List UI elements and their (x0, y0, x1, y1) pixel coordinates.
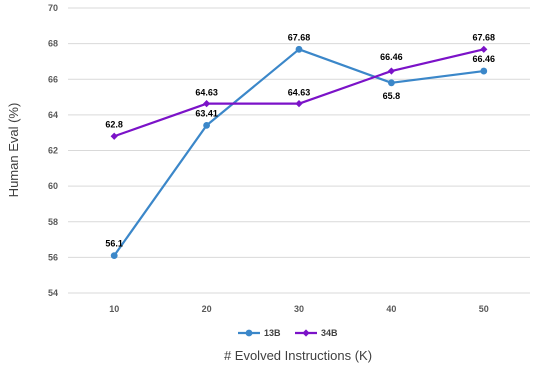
x-axis-title: # Evolved Instructions (K) (224, 348, 372, 363)
gridlines (68, 7, 530, 294)
x-tick-label: 40 (386, 304, 396, 314)
y-tick-label: 56 (48, 252, 58, 262)
legend-label: 34B (321, 328, 338, 338)
x-axis-ticks: 10 20 30 40 50 (109, 304, 489, 314)
y-tick-label: 60 (48, 181, 58, 191)
data-label: 63.41 (195, 108, 218, 118)
y-axis-ticks: 54 56 58 60 62 64 66 68 70 (48, 3, 58, 298)
data-label: 66.46 (473, 54, 496, 64)
y-tick-label: 66 (48, 74, 58, 84)
y-axis-title: Human Eval (%) (6, 103, 21, 198)
data-label: 62.8 (105, 119, 123, 129)
data-label: 66.46 (380, 52, 403, 62)
point-34B (480, 45, 488, 53)
y-tick-label: 68 (48, 39, 58, 49)
point-13B (203, 121, 211, 129)
point-34B (295, 100, 303, 108)
data-label: 64.63 (195, 88, 218, 98)
series-line-13B (113, 48, 484, 257)
legend: 13B 34B (238, 328, 338, 338)
y-tick-label: 58 (48, 217, 58, 227)
series-lines (110, 45, 488, 259)
x-tick-label: 30 (294, 304, 304, 314)
x-tick-label: 20 (202, 304, 212, 314)
legend-marker-34B (302, 329, 310, 337)
legend-marker-13B (245, 329, 253, 337)
data-label: 65.8 (383, 91, 401, 101)
y-tick-label: 70 (48, 3, 58, 13)
legend-label: 13B (264, 328, 281, 338)
data-label: 67.68 (473, 32, 496, 42)
y-tick-label: 64 (48, 110, 58, 120)
point-34B (110, 132, 118, 140)
data-label: 56.1 (105, 239, 123, 249)
point-34B (203, 100, 211, 108)
point-34B (387, 67, 395, 75)
point-13B (295, 45, 303, 53)
point-13B (480, 67, 488, 75)
data-label: 67.68 (288, 32, 311, 42)
point-13B (388, 79, 395, 87)
x-tick-label: 50 (479, 304, 489, 314)
data-labels: 56.1 63.41 67.68 65.8 66.46 62.8 64.63 64.63 66.… (105, 32, 495, 248)
y-tick-label: 62 (48, 146, 58, 156)
point-13B (110, 252, 118, 259)
data-label: 64.63 (288, 88, 311, 98)
y-tick-label: 54 (48, 288, 58, 298)
x-tick-label: 10 (109, 304, 119, 314)
